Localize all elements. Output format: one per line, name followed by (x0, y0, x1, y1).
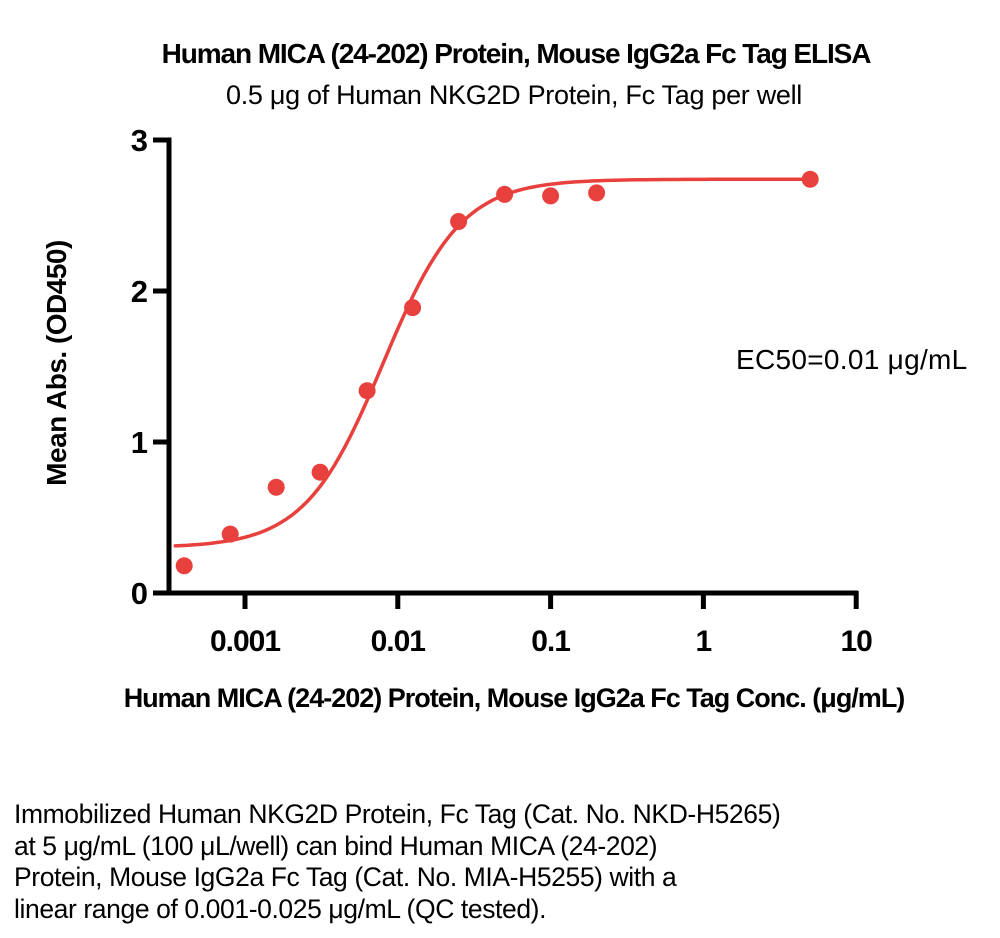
data-point (496, 185, 514, 203)
description-line: at 5 μg/mL (100 μL/well) can bind Human … (14, 830, 658, 861)
y-tick-label: 0 (131, 576, 148, 611)
y-tick-label: 3 (131, 123, 148, 158)
x-tick-label: 0.01 (371, 625, 426, 658)
description-line: linear range of 0.001-0.025 μg/mL (QC te… (14, 893, 547, 924)
data-point (450, 213, 468, 230)
x-tick-label: 10 (841, 625, 873, 658)
data-point (588, 184, 606, 202)
data-point (801, 170, 819, 188)
x-axis-label: Human MICA (24-202) Protein, Mouse IgG2a… (123, 683, 906, 713)
data-point (267, 478, 285, 496)
description-line: Immobilized Human NKG2D Protein, Fc Tag … (14, 799, 781, 829)
data-point (358, 382, 376, 400)
data-point (404, 299, 422, 317)
description-line: Protein, Mouse IgG2a Fc Tag (Cat. No. MI… (14, 862, 677, 892)
x-tick-label: 0.1 (531, 625, 570, 658)
fit-curve (173, 177, 812, 548)
x-tick-label: 1 (696, 625, 712, 658)
data-point (311, 463, 329, 481)
data-point (175, 557, 193, 575)
y-axis-label: Mean Abs. (OD450) (41, 240, 72, 486)
chart-title: Human MICA (24-202) Protein, Mouse IgG2a… (161, 38, 872, 69)
chart-subtitle: 0.5 μg of Human NKG2D Protein, Fc Tag pe… (225, 80, 803, 110)
y-tick-label: 1 (131, 425, 148, 460)
x-tick-label: 0.001 (210, 625, 280, 658)
y-tick-label: 2 (131, 274, 148, 309)
data-point (221, 525, 239, 543)
description-text: Immobilized Human NKG2D Protein, Fc Tag … (14, 799, 994, 925)
ec50-annotation: EC50=0.01 μg/mL (736, 344, 968, 375)
chart-canvas: 0.001 0.01 0.1 1 10 0 1 2 3 (131, 123, 873, 658)
data-point (542, 187, 560, 205)
